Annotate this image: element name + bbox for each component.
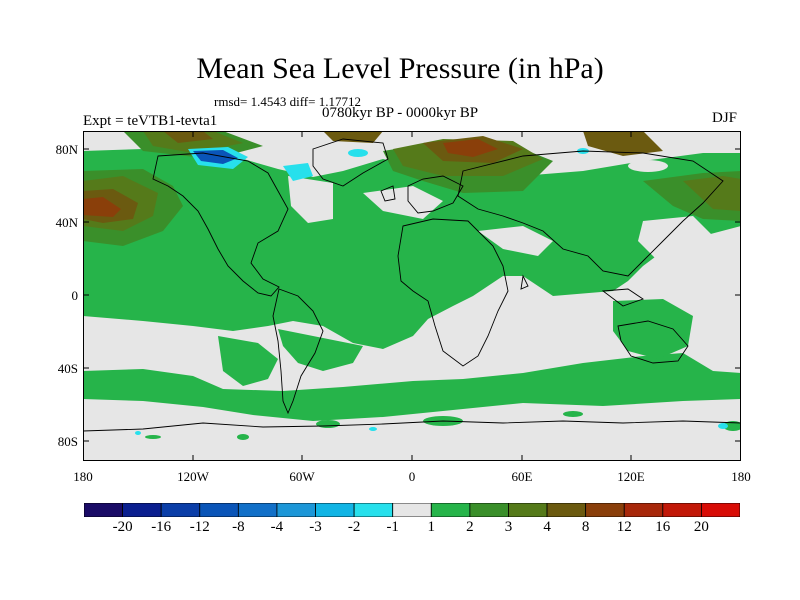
stats-label: rmsd= 1.4543 diff= 1.17712 [214, 94, 361, 109]
colorbar-segment [84, 503, 123, 517]
colorbar-label: -3 [309, 519, 322, 535]
coastlines [83, 138, 741, 432]
experiment-label: Expt = teVTB1-tevta1 [83, 113, 218, 129]
colorbar-segment [430, 503, 471, 517]
colorbar-segment [276, 503, 316, 517]
period-label: 0780kyr BP - 0000kyr BP [322, 105, 479, 121]
colorbar-label: 1 [427, 519, 436, 535]
colorbar-label: 20 [693, 519, 709, 535]
colorbar-segment [353, 503, 394, 517]
colorbar-label: -4 [270, 519, 284, 535]
contour-pos1 [83, 149, 741, 440]
colorbar-label: 3 [504, 519, 513, 535]
colorbar-segment [701, 503, 740, 517]
colorbar-segment [237, 503, 278, 517]
colorbar-label: 8 [581, 519, 590, 535]
map-ticks [83, 131, 741, 461]
colorbar-label: -2 [347, 519, 361, 535]
pressure-map [83, 131, 741, 461]
lon-label-120e: 120E [617, 469, 645, 484]
lon-label-0: 0 [408, 469, 416, 484]
colorbar-segment [623, 503, 664, 517]
contour-neutral [288, 160, 713, 261]
colorbar-segment [392, 503, 432, 517]
lat-label-40s: 40S [57, 361, 78, 376]
colorbar-segment [199, 503, 239, 517]
colorbar-segment [546, 503, 587, 517]
lat-label-40n: 40N [55, 215, 78, 230]
colorbar-label: -12 [189, 519, 210, 535]
colorbar-segment [160, 503, 201, 517]
colorbar-label: -16 [151, 519, 172, 535]
contour-negative [135, 147, 728, 435]
chart-title: Mean Sea Level Pressure (in hPa) [196, 52, 604, 85]
lon-label-120w: 120W [177, 469, 209, 484]
colorbar-segment [508, 503, 548, 517]
contour-pos5 [83, 139, 498, 217]
colorbar-label: 16 [655, 519, 671, 535]
lat-label-80s: 80S [57, 434, 78, 449]
season-label: DJF [712, 110, 738, 126]
colorbar-label: -8 [232, 519, 245, 535]
colorbar-label: -1 [386, 519, 399, 535]
lon-label-60e: 60E [511, 469, 533, 484]
colorbar-label: 2 [466, 519, 474, 535]
lon-label-180w: 180 [73, 469, 93, 484]
colorbar-segment [469, 503, 509, 517]
colorbar-segment [662, 503, 702, 517]
colorbar-segment [122, 503, 162, 517]
colorbar [84, 503, 740, 517]
lat-label-80n: 80N [55, 142, 78, 157]
lon-label-180e: 180 [731, 469, 751, 484]
lat-label-0: 0 [71, 288, 79, 303]
lon-label-60w: 60W [289, 469, 315, 484]
colorbar-label: 12 [616, 519, 632, 535]
colorbar-label: -20 [112, 519, 133, 535]
colorbar-segment [315, 503, 355, 517]
colorbar-label: 4 [543, 519, 551, 535]
colorbar-segment [585, 503, 625, 517]
